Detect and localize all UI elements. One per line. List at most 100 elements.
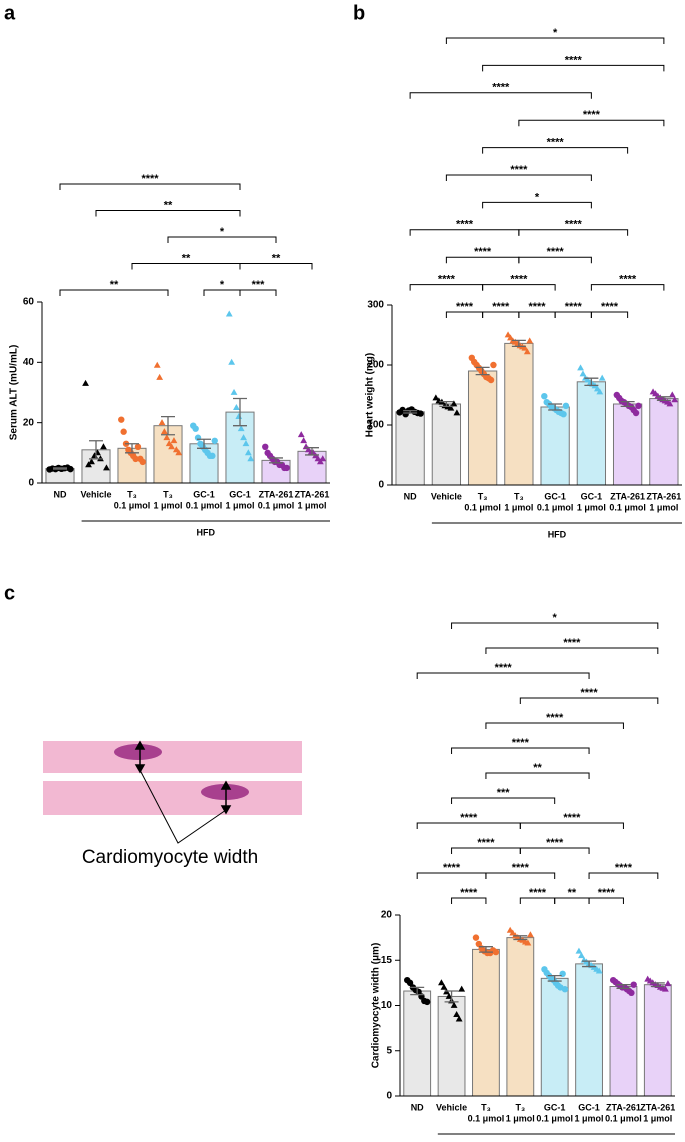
data-point (598, 374, 606, 381)
data-point (153, 361, 161, 368)
x-tick-label: ND (54, 489, 67, 499)
significance-label: **** (456, 301, 474, 313)
error-bar (584, 377, 599, 387)
significance-bracket (588, 897, 624, 904)
y-tick-label: 20 (23, 417, 35, 428)
data-point (523, 348, 531, 355)
error-bar (403, 409, 418, 414)
data-point (440, 983, 448, 990)
data-point (240, 434, 247, 441)
significance-bracket (95, 210, 241, 217)
x-tick-label: 1 μmol (506, 1113, 535, 1123)
x-tick-label: 1 μmol (297, 500, 326, 510)
data-point (577, 364, 584, 371)
significance-label: * (220, 226, 225, 238)
significance-label: **** (477, 837, 495, 849)
error-bar (89, 440, 103, 460)
data-point (161, 428, 168, 435)
data-point (450, 1001, 458, 1008)
significance-bracket (451, 897, 487, 904)
data-point (445, 992, 453, 999)
y-tick-label: 5 (386, 1045, 392, 1056)
x-tick-label: ZTA-261 (606, 1102, 641, 1112)
group-label: HFD (548, 529, 567, 539)
error-bar (582, 960, 597, 968)
x-tick-label: T₃ (127, 489, 137, 499)
x-tick-label: T₃ (514, 491, 524, 501)
significance-label: **** (601, 301, 619, 313)
significance-label: **** (546, 837, 564, 849)
data-point (67, 465, 74, 473)
x-tick-label: T₃ (163, 489, 173, 499)
x-tick-label: T₃ (515, 1102, 525, 1112)
bar (540, 977, 569, 1097)
data-point (635, 402, 642, 409)
data-point (85, 461, 92, 468)
data-point (490, 361, 497, 369)
data-point (453, 409, 461, 416)
y-axis-label: Heart weight (mg) (365, 353, 376, 437)
significance-label: **** (615, 862, 633, 874)
data-point (132, 455, 139, 463)
significance-bracket (519, 822, 624, 829)
data-point (225, 310, 233, 317)
significance-label: **** (528, 301, 546, 313)
significance-bracket (485, 872, 556, 879)
x-tick-label: 0.1 μmol (186, 500, 223, 510)
x-tick-label: ZTA-261 (640, 1102, 675, 1112)
significance-label: **** (492, 82, 510, 94)
data-point (244, 449, 252, 456)
data-point (447, 404, 455, 411)
error-bar (197, 438, 211, 449)
illustration-label: Cardiomyocyte width (82, 847, 258, 868)
data-point (662, 985, 669, 992)
significance-bracket (59, 289, 169, 296)
data-point (562, 402, 570, 409)
illustration: Cardiomyocyte width (43, 740, 302, 868)
significance-label: * (220, 279, 225, 291)
significance-bracket (445, 174, 592, 181)
data-point (283, 464, 290, 472)
significance-label: **** (456, 219, 474, 231)
bar (643, 984, 672, 1097)
data-point (527, 931, 534, 938)
bar (540, 406, 570, 486)
significance-label: ** (182, 252, 191, 264)
significance-label: **** (460, 887, 478, 899)
error-bar (511, 339, 526, 348)
data-point (526, 337, 534, 344)
error-bar (616, 984, 631, 989)
significance-bracket (518, 229, 629, 236)
x-tick-label: GC-1 (544, 491, 566, 501)
significance-bracket (445, 37, 665, 44)
y-tick-label: 20 (381, 910, 393, 921)
data-point (300, 437, 308, 444)
significance-label: **** (563, 637, 581, 649)
significance-label: **** (581, 687, 599, 699)
significance-bracket (482, 201, 592, 209)
significance-label: ** (568, 887, 577, 899)
data-point (297, 431, 305, 438)
x-tick-label: 1 μmol (153, 500, 182, 510)
data-point (242, 440, 250, 447)
significance-bracket (588, 872, 659, 879)
significance-label: **** (443, 862, 461, 874)
significance-bracket (167, 236, 277, 243)
x-tick-label: GC-1 (578, 1102, 600, 1112)
panel-label: b (353, 2, 365, 24)
error-bar (547, 974, 562, 982)
muscle-strip (43, 741, 302, 773)
significance-label: **** (565, 54, 583, 66)
y-axis-label: Serum ALT (mU/mL) (9, 345, 20, 441)
data-point (524, 939, 532, 946)
data-point (192, 425, 199, 432)
y-tick-label: 100 (367, 420, 384, 431)
significance-bracket (59, 183, 241, 190)
significance-bracket (485, 647, 659, 654)
data-point (82, 379, 89, 386)
bar (225, 411, 255, 484)
muscle-strip (43, 781, 302, 815)
error-bar (650, 982, 665, 988)
significance-label: **** (474, 246, 492, 258)
data-point (664, 980, 672, 987)
